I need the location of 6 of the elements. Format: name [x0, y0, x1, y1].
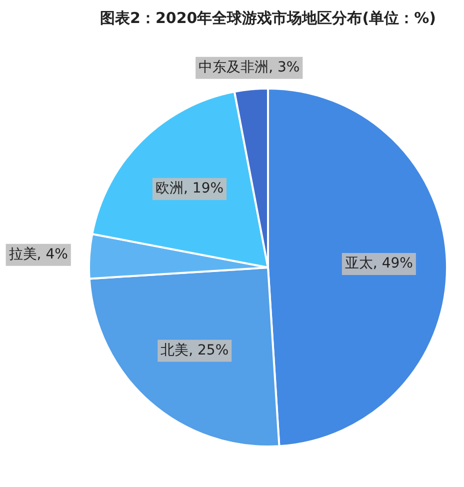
- slice-label: 欧洲, 19%: [156, 180, 224, 197]
- slice-label: 拉美, 4%: [8, 246, 68, 263]
- chart-title: 图表2：2020年全球游戏市场地区分布(单位：%): [100, 8, 436, 27]
- slice-label: 亚太, 49%: [344, 256, 413, 272]
- slice-label: 北美, 25%: [160, 342, 229, 358]
- slice-label: 中东及非洲, 3%: [198, 60, 300, 76]
